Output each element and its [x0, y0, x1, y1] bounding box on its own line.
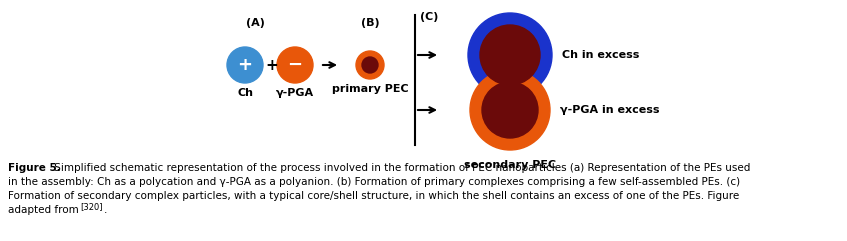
Text: primary PEC: primary PEC — [332, 84, 408, 94]
Text: .: . — [104, 205, 108, 215]
Text: secondary PEC: secondary PEC — [464, 160, 556, 170]
Text: Formation of secondary complex particles, with a typical core/shell structure, i: Formation of secondary complex particles… — [8, 191, 739, 201]
Circle shape — [227, 47, 263, 83]
Text: +: + — [266, 58, 279, 73]
Text: in the assembly: Ch as a polycation and γ-PGA as a polyanion. (b) Formation of p: in the assembly: Ch as a polycation and … — [8, 177, 740, 187]
Circle shape — [480, 25, 540, 85]
Circle shape — [362, 57, 378, 73]
Circle shape — [277, 47, 313, 83]
Circle shape — [482, 82, 538, 138]
Circle shape — [356, 51, 384, 79]
Text: adapted from: adapted from — [8, 205, 82, 215]
Text: γ-PGA in excess: γ-PGA in excess — [560, 105, 660, 115]
Text: −: − — [287, 56, 302, 74]
Text: Simplified schematic representation of the process involved in the formation of : Simplified schematic representation of t… — [51, 163, 750, 173]
Circle shape — [470, 70, 550, 150]
Text: +: + — [237, 56, 252, 74]
Text: [320]: [320] — [80, 202, 102, 211]
Text: (A): (A) — [246, 18, 264, 28]
Text: Figure 5.: Figure 5. — [8, 163, 61, 173]
Text: Ch in excess: Ch in excess — [562, 50, 639, 60]
Text: Ch: Ch — [237, 88, 253, 98]
Text: γ-PGA: γ-PGA — [276, 88, 314, 98]
Circle shape — [468, 13, 552, 97]
Text: (C): (C) — [420, 12, 439, 22]
Text: (B): (B) — [361, 18, 379, 28]
